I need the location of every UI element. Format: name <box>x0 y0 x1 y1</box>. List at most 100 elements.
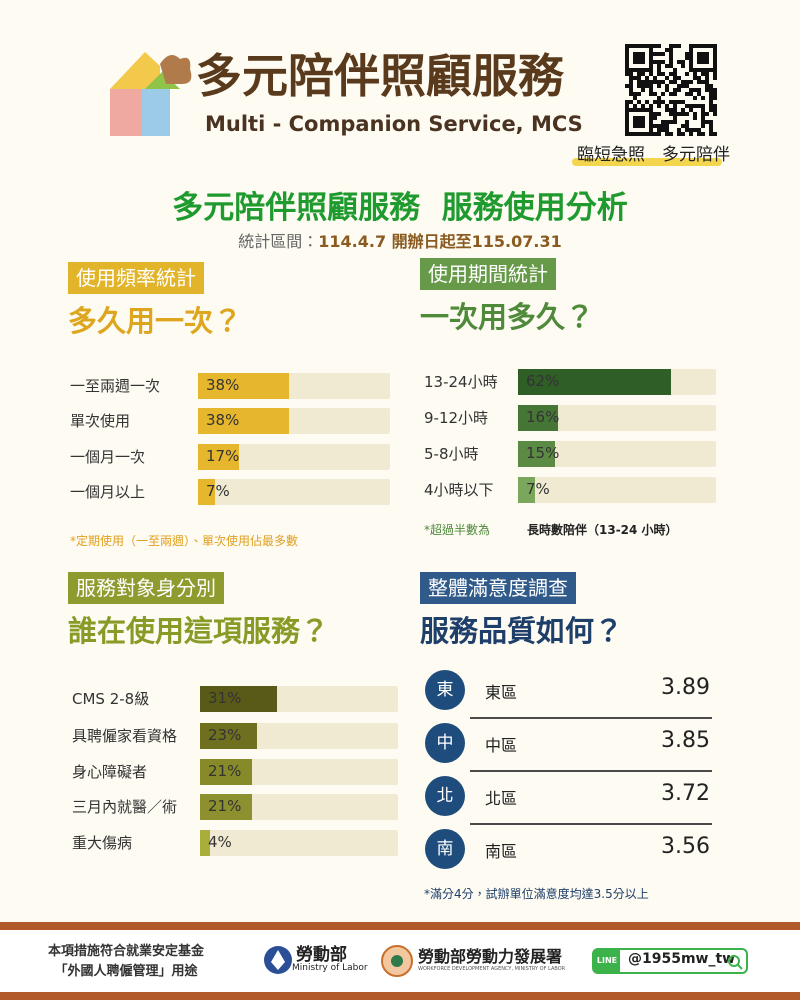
qr-module <box>705 120 709 124</box>
section-question: 一次用多久？ <box>420 300 595 334</box>
qr-module <box>669 44 673 48</box>
score: 3.56 <box>661 834 710 859</box>
bar-track: 21% <box>200 794 398 820</box>
qr-module <box>701 60 705 64</box>
qr-module <box>669 80 673 84</box>
line-box[interactable] <box>592 948 748 974</box>
region-name: 北區 <box>485 789 518 808</box>
qr-module <box>709 100 713 104</box>
qr-module <box>637 76 641 80</box>
qr-module <box>705 80 709 84</box>
qr-module <box>701 116 705 120</box>
qr-module <box>705 68 709 72</box>
qr-module <box>665 64 669 68</box>
qr-module <box>713 104 717 108</box>
qr-module <box>669 108 673 112</box>
qr-module <box>657 112 661 116</box>
qr-module <box>701 120 705 124</box>
qr-module <box>629 44 633 48</box>
qr-module <box>685 104 689 108</box>
qr-module <box>677 88 681 92</box>
qr-module <box>709 96 713 100</box>
qr-module <box>665 84 669 88</box>
ministry: 勞動部 <box>296 945 347 965</box>
bar-track: 7% <box>198 479 390 505</box>
qr-module <box>697 60 701 64</box>
qr-module <box>641 68 645 72</box>
qr-module <box>645 80 649 84</box>
value-label: 62% <box>526 372 560 390</box>
agency: 勞動部勞動力發展署 <box>418 947 563 966</box>
qr-module <box>713 76 717 80</box>
region-name: 南區 <box>485 842 518 861</box>
qr-module <box>625 68 629 72</box>
qr-module <box>629 88 633 92</box>
qr-module <box>657 96 661 100</box>
line-icon: LINE <box>594 950 620 972</box>
note-strong: 長時數陪伴（13-24 小時） <box>527 523 678 537</box>
bar-track: 4% <box>200 830 398 856</box>
bar-label: 三月內就醫／術 <box>72 798 178 816</box>
bar-label: 重大傷病 <box>72 834 133 852</box>
qr-module <box>701 132 705 136</box>
qr-module <box>657 124 661 128</box>
qr-module <box>649 44 653 48</box>
qr-module <box>701 104 705 108</box>
qr-module <box>637 132 641 136</box>
qr-module <box>645 68 649 72</box>
qr-module <box>625 100 629 104</box>
qr-module <box>693 68 697 72</box>
qr-module <box>637 80 641 84</box>
section-tag: 使用頻率統計 <box>68 262 204 294</box>
qr-module <box>673 116 677 120</box>
fund-text: 本項措施符合就業安定基金 「外國人聘僱管理」用途 <box>48 942 204 982</box>
qr-module <box>665 76 669 80</box>
qr-module <box>709 68 713 72</box>
qr-module <box>685 112 689 116</box>
qr-module <box>661 124 665 128</box>
score: 3.89 <box>661 675 710 700</box>
qr-module <box>677 112 681 116</box>
note: *滿分4分，試辦單位滿意度均達3.5分以上 <box>424 887 649 901</box>
qr-module <box>629 92 633 96</box>
qr-module <box>641 80 645 84</box>
bar <box>518 441 556 467</box>
qr-module <box>641 132 645 136</box>
qr-module <box>669 72 673 76</box>
qr-module <box>693 76 697 80</box>
qr-module <box>673 68 677 72</box>
qr-caption: 臨短急照 多元陪伴 <box>577 145 730 165</box>
region-icon: 北 <box>425 776 465 816</box>
qr-module <box>633 124 637 128</box>
qr-module <box>625 48 629 52</box>
qr-module <box>625 132 629 136</box>
qr-module <box>709 44 713 48</box>
qr-module <box>649 120 653 124</box>
separator <box>470 823 712 825</box>
line-id: @1955mw_tw <box>628 951 736 967</box>
qr-module <box>649 88 653 92</box>
qr-module <box>709 104 713 108</box>
qr-module <box>709 92 713 96</box>
qr-module <box>641 84 645 88</box>
qr-module <box>653 60 657 64</box>
qr-module <box>657 60 661 64</box>
qr-module <box>709 108 713 112</box>
qr-module <box>649 64 653 68</box>
qr-module <box>661 100 665 104</box>
qr-module <box>629 84 633 88</box>
qr-module <box>637 60 641 64</box>
value-label: 38% <box>206 411 240 429</box>
qr-module <box>633 76 637 80</box>
qr-module <box>689 52 693 56</box>
qr-module <box>645 100 649 104</box>
bar-track: 21% <box>200 759 398 785</box>
qr-module <box>665 108 669 112</box>
qr-module <box>653 92 657 96</box>
qr-code <box>625 44 717 136</box>
note: *超過半數為 <box>424 523 491 537</box>
qr-module <box>693 44 697 48</box>
qr-module <box>673 100 677 104</box>
qr-module <box>681 124 685 128</box>
